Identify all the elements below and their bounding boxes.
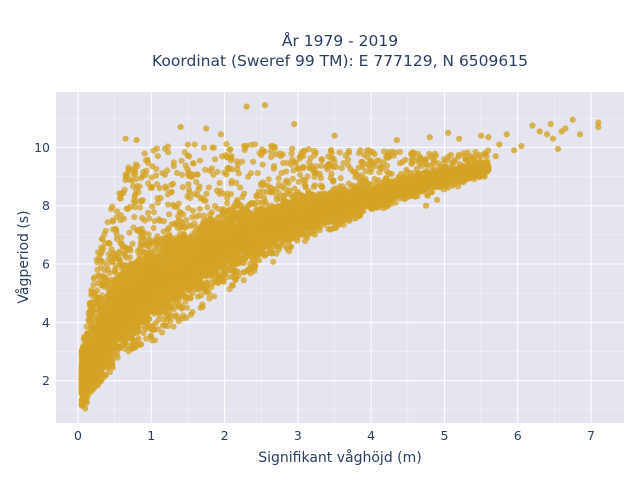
data-point [104, 219, 111, 226]
data-point [83, 323, 90, 330]
data-point [139, 172, 147, 179]
data-point [184, 141, 191, 148]
data-point [374, 157, 381, 164]
data-point [288, 150, 295, 157]
data-point [109, 203, 116, 210]
data-point [185, 205, 192, 212]
data-point [116, 195, 124, 202]
data-point [227, 146, 234, 153]
data-point [121, 186, 128, 193]
data-point [131, 213, 138, 221]
data-point [200, 144, 208, 151]
data-point [278, 169, 285, 176]
data-point [270, 258, 277, 265]
data-point [239, 158, 246, 165]
data-point [313, 163, 320, 170]
data-point [267, 154, 275, 161]
data-point [297, 171, 304, 178]
data-point [129, 240, 136, 247]
data-points [78, 102, 602, 412]
data-point [112, 225, 119, 232]
data-point [113, 231, 120, 238]
data-point [325, 153, 332, 160]
data-point [159, 169, 166, 177]
data-point [175, 200, 182, 207]
data-point [141, 150, 148, 157]
data-point [196, 157, 204, 164]
data-point [216, 179, 223, 186]
data-point [345, 156, 352, 163]
data-point [265, 176, 272, 183]
chart-title-line1: År 1979 - 2019 [282, 31, 398, 50]
data-point [240, 269, 247, 276]
data-point [154, 199, 161, 206]
chart-title-line2: Koordinat (Sweref 99 TM): E 777129, N 65… [152, 52, 528, 70]
data-point [189, 207, 197, 214]
data-point [380, 148, 388, 155]
data-point [118, 234, 125, 241]
data-point [200, 212, 207, 219]
data-point [312, 149, 319, 156]
data-point [126, 229, 133, 236]
data-point [287, 191, 294, 198]
data-point [160, 316, 167, 323]
data-point [143, 335, 150, 342]
data-point [174, 169, 181, 176]
data-point [254, 170, 261, 177]
data-point [340, 160, 347, 167]
data-point [287, 243, 294, 250]
data-point [455, 151, 462, 159]
data-point [337, 175, 344, 182]
data-point [413, 165, 420, 172]
data-point [194, 191, 201, 198]
data-point [206, 295, 213, 302]
data-point [247, 270, 254, 277]
data-point [289, 175, 296, 182]
data-point [223, 200, 231, 207]
data-point [185, 181, 192, 188]
data-point [416, 155, 424, 162]
data-point [140, 234, 147, 241]
data-point [450, 157, 457, 164]
data-point [251, 201, 258, 208]
data-point [259, 161, 266, 168]
data-point [204, 204, 211, 211]
data-point [250, 158, 257, 165]
data-point [183, 304, 191, 311]
data-point [224, 195, 231, 202]
data-point [164, 191, 171, 198]
data-point [318, 162, 325, 169]
data-point [130, 224, 137, 231]
data-point [114, 354, 121, 361]
data-point [211, 293, 218, 300]
data-point [211, 156, 219, 163]
